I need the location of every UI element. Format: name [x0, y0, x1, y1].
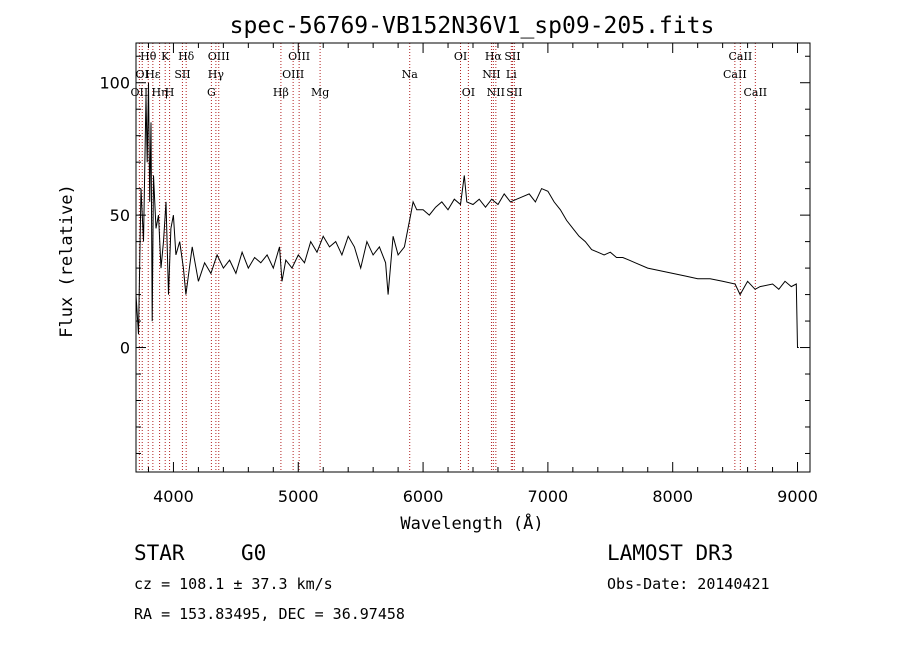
x-tick-label: 8000 — [652, 487, 693, 506]
spectral-line-label: SII — [506, 86, 522, 99]
observation-date: Obs-Date: 20140421 — [607, 575, 770, 593]
spectral-line-label: H — [165, 86, 175, 99]
redshift-velocity: cz = 108.1 ± 37.3 km/s — [134, 575, 333, 593]
spectral-line-labels: OII OI Hθ Hε Hη K H SII Hδ G Hγ OIII Hβ OIII OIII Mg Na O… — [131, 50, 768, 99]
x-tick-label: 4000 — [153, 487, 194, 506]
spectral-line-label: Hα — [485, 50, 503, 63]
x-tick-label: 9000 — [777, 487, 818, 506]
spectral-line-label: Hβ — [273, 86, 289, 99]
spectral-line-label: CaII — [743, 86, 767, 99]
x-axis-ticks: 4000 5000 6000 7000 8000 9000 — [147, 43, 818, 506]
spectral-line-label: OI — [136, 68, 149, 81]
spectral-line-label: NII — [487, 86, 505, 99]
spectral-line-label: OI — [462, 86, 475, 99]
spectral-line-label: Hε — [145, 68, 161, 81]
spectral-line-label: OI — [454, 50, 467, 63]
spectral-line-label: OIII — [208, 50, 230, 63]
spectral-line-markers — [138, 43, 756, 472]
spectrum-series-line — [135, 82, 799, 348]
spectral-line-label: SII — [504, 50, 520, 63]
y-axis-label: Flux (relative) — [57, 184, 77, 338]
x-tick-label: 7000 — [528, 487, 569, 506]
spectral-line-label: Li — [506, 68, 517, 81]
spectral-line-label: Hθ — [140, 50, 157, 63]
x-axis-label: Wavelength (Å) — [400, 512, 543, 534]
spectral-line-label: SII — [174, 68, 190, 81]
x-tick-label: 6000 — [403, 487, 444, 506]
y-tick-label: 0 — [120, 339, 130, 358]
y-tick-label: 50 — [110, 206, 130, 225]
coordinates: RA = 153.83495, DEC = 36.97458 — [134, 605, 405, 623]
plot-frame — [135, 42, 811, 473]
spectral-line-label: OIII — [282, 68, 304, 81]
survey-name: LAMOST DR3 — [607, 541, 733, 565]
y-tick-label: 100 — [99, 74, 130, 93]
spectral-line-label: OII — [131, 86, 149, 99]
object-subclass: G0 — [241, 541, 266, 565]
spectral-line-label: Mg — [311, 86, 329, 99]
chart-title: spec-56769-VB152N36V1_sp09-205.fits — [230, 13, 715, 39]
spectral-line-label: Na — [402, 68, 419, 81]
x-tick-label: 5000 — [278, 487, 319, 506]
spectral-line-label: CaII — [729, 50, 753, 63]
spectral-line-label: G — [207, 86, 216, 99]
object-class: STAR — [134, 541, 185, 565]
spectral-line-label: OIII — [288, 50, 310, 63]
spectral-line-label: CaII — [723, 68, 747, 81]
spectral-line-label: K — [161, 50, 170, 63]
spectral-line-label: Hγ — [208, 68, 225, 81]
spectral-line-label: NII — [482, 68, 500, 81]
y-axis-ticks: 0 50 100 — [99, 55, 810, 454]
spectral-line-label: Hη — [151, 86, 167, 99]
spectral-line-label: Hδ — [178, 50, 195, 63]
